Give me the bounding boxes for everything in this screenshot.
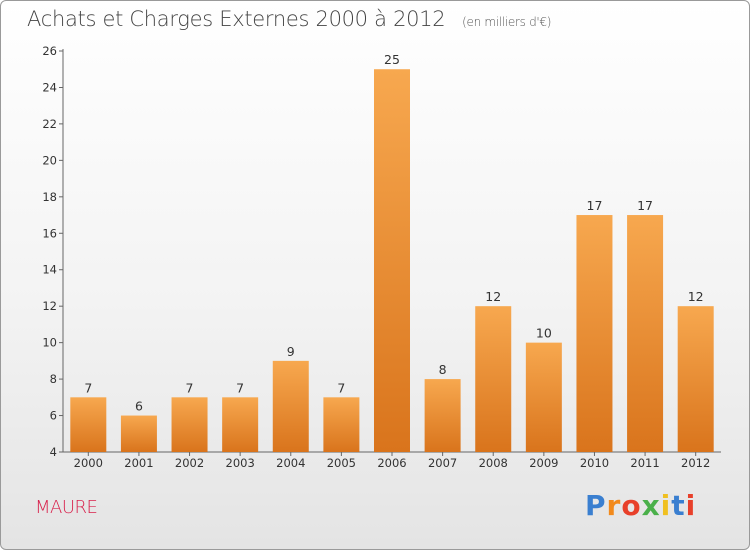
value-labels: 7 6 7 7 9 7 25 8 12 10 17 17 12 <box>84 52 703 413</box>
x-tick-label: 2000 <box>74 456 103 470</box>
y-tick-label: 24 <box>42 80 57 94</box>
y-tick-label: 6 <box>50 409 57 423</box>
bar <box>374 69 410 453</box>
town-name: MAURE <box>35 497 98 518</box>
x-tick-label: 2009 <box>529 456 558 470</box>
x-tick-label: 2003 <box>226 456 255 470</box>
y-tick-label: 4 <box>50 445 57 459</box>
bar <box>424 379 461 452</box>
bar <box>627 215 664 452</box>
data-label: 9 <box>287 344 295 359</box>
chart-title: Achats et Charges Externes 2000 à 2012 <box>27 7 446 31</box>
bars <box>70 69 714 453</box>
logo-letter: t <box>671 489 686 522</box>
proxiti-logo: Proxiti <box>585 489 696 522</box>
y-tick-label: 18 <box>42 190 57 204</box>
data-label: 7 <box>186 380 194 395</box>
bar <box>120 415 157 452</box>
y-tick-label: 10 <box>42 336 57 350</box>
data-label: 7 <box>236 380 244 395</box>
bar <box>677 306 714 452</box>
bar <box>171 397 208 452</box>
chart-unit: (en milliers d'€) <box>462 15 552 29</box>
x-tick-label: 2012 <box>681 456 710 470</box>
y-tick-label: 16 <box>42 226 57 240</box>
x-tick-label: 2008 <box>479 456 508 470</box>
bar <box>525 342 562 452</box>
data-label: 6 <box>135 399 143 414</box>
logo-letter: r <box>606 489 622 522</box>
y-tick-label: 12 <box>42 299 57 313</box>
axes: 4 6 8 10 12 14 16 18 20 22 24 26 2000 2001 2002 2003 200… <box>42 44 721 470</box>
logo-letter: o <box>621 489 642 522</box>
logo-letter: i <box>685 489 697 522</box>
bar <box>323 397 360 452</box>
data-label: 7 <box>337 380 345 395</box>
logo-letter: i <box>660 489 672 522</box>
bar <box>222 397 259 452</box>
x-tick-label: 2005 <box>327 456 356 470</box>
y-tick-label: 22 <box>42 117 57 131</box>
data-label: 17 <box>587 198 603 213</box>
data-label: 12 <box>688 289 704 304</box>
data-label: 8 <box>439 362 447 377</box>
x-tick-label: 2010 <box>580 456 609 470</box>
chart-title-block: Achats et Charges Externes 2000 à 2012 (… <box>27 7 551 31</box>
x-tick-label: 2011 <box>630 456 659 470</box>
data-label: 10 <box>536 326 552 341</box>
bar <box>272 360 309 452</box>
data-label: 17 <box>637 198 653 213</box>
data-label: 12 <box>485 289 501 304</box>
logo-letter: P <box>585 489 607 522</box>
y-tick-label: 26 <box>42 44 57 58</box>
bar <box>70 397 107 452</box>
data-label: 25 <box>384 52 400 67</box>
x-tick-label: 2002 <box>175 456 204 470</box>
x-tick-label: 2007 <box>428 456 457 470</box>
x-tick-label: 2004 <box>276 456 305 470</box>
bar <box>576 215 613 452</box>
data-label: 7 <box>84 380 92 395</box>
y-tick-label: 14 <box>42 263 57 277</box>
y-tick-label: 20 <box>42 153 57 167</box>
x-tick-label: 2001 <box>124 456 153 470</box>
x-tick-label: 2006 <box>377 456 406 470</box>
bar <box>475 306 512 452</box>
logo-letter: x <box>641 489 661 522</box>
y-tick-label: 8 <box>50 372 57 386</box>
